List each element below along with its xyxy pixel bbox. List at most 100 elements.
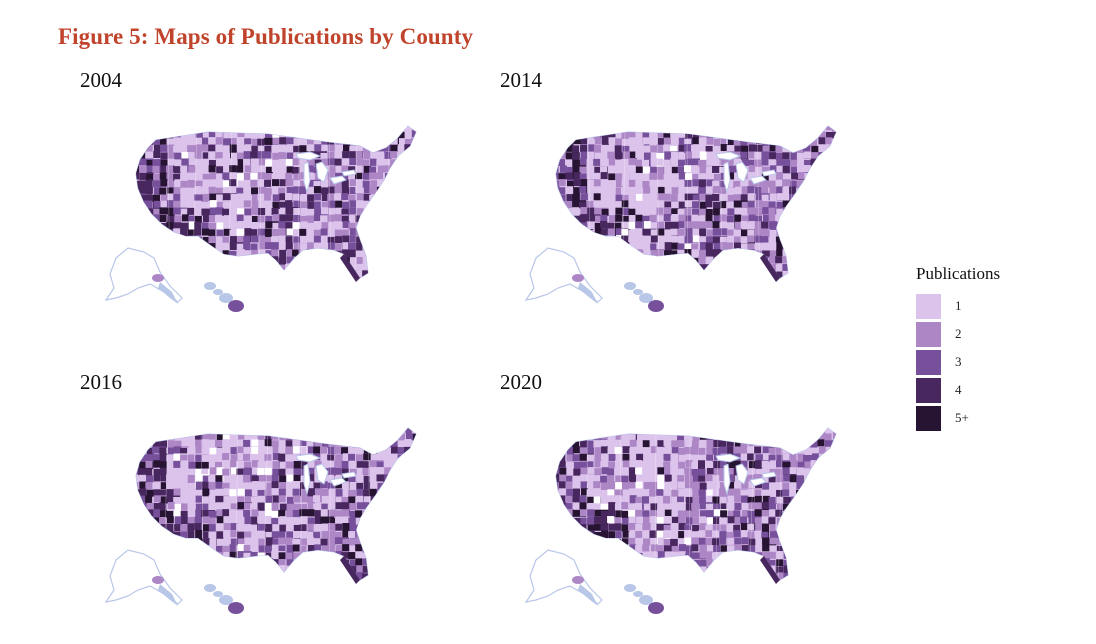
county-cell bbox=[712, 130, 720, 138]
county-cell bbox=[839, 243, 853, 250]
county-cell bbox=[832, 481, 836, 496]
county-cell bbox=[573, 250, 581, 258]
county-cell bbox=[320, 481, 328, 489]
county-cell bbox=[278, 221, 293, 229]
county-cell bbox=[250, 503, 258, 511]
county-cell bbox=[691, 446, 699, 461]
county-cell bbox=[160, 496, 168, 504]
county-cell bbox=[187, 545, 202, 553]
county-cell bbox=[726, 503, 741, 511]
county-cell bbox=[635, 460, 643, 468]
county-cell bbox=[614, 242, 629, 250]
county-cell bbox=[586, 544, 594, 559]
state-border bbox=[778, 429, 783, 580]
county-cell bbox=[607, 495, 615, 503]
county-cell bbox=[412, 263, 416, 271]
county-cell bbox=[188, 552, 196, 567]
county-cell bbox=[136, 502, 146, 517]
county-cell bbox=[202, 126, 210, 132]
county-cell bbox=[579, 453, 594, 461]
county-cell bbox=[558, 509, 566, 517]
county-cell bbox=[202, 186, 210, 194]
county-cell bbox=[216, 158, 224, 166]
county-cell bbox=[363, 207, 378, 215]
county-cell bbox=[377, 131, 385, 139]
map-year-label: 2020 bbox=[500, 370, 542, 394]
county-cell bbox=[271, 488, 279, 496]
county-cell bbox=[663, 235, 671, 243]
county-cell bbox=[195, 503, 203, 511]
county-cell bbox=[556, 523, 560, 531]
county-cell bbox=[586, 461, 594, 469]
county-cell bbox=[251, 428, 266, 433]
county-cell bbox=[320, 236, 328, 244]
county-cell bbox=[629, 144, 637, 159]
county-cell bbox=[243, 524, 251, 532]
county-cell bbox=[734, 130, 742, 138]
county-cell bbox=[174, 264, 189, 272]
county-cell bbox=[747, 207, 762, 215]
county-cell bbox=[136, 145, 139, 160]
county-cell bbox=[166, 428, 174, 433]
county-cell bbox=[153, 235, 161, 243]
county-cell bbox=[810, 249, 825, 257]
county-cell bbox=[300, 516, 315, 524]
county-cell bbox=[747, 496, 755, 504]
county-cell bbox=[342, 221, 350, 229]
county-cell bbox=[664, 257, 679, 265]
county-cell bbox=[824, 474, 832, 482]
county-cell bbox=[376, 249, 391, 257]
county-cell bbox=[572, 509, 587, 517]
county-cell bbox=[783, 551, 791, 559]
county-cell bbox=[741, 531, 749, 539]
county-cell bbox=[783, 538, 791, 546]
county-cell bbox=[328, 242, 336, 257]
county-cell bbox=[601, 530, 609, 545]
county-cell bbox=[621, 439, 629, 447]
county-cell bbox=[754, 460, 762, 475]
county-cell bbox=[601, 257, 609, 265]
county-cell bbox=[166, 173, 174, 181]
county-cell bbox=[556, 509, 560, 524]
county-cell bbox=[335, 454, 350, 462]
alaska-panhandle bbox=[578, 282, 598, 304]
county-cell bbox=[650, 250, 658, 258]
county-cell bbox=[635, 180, 643, 188]
county-cell bbox=[607, 559, 622, 574]
county-cell bbox=[664, 474, 672, 482]
county-cell bbox=[720, 545, 728, 553]
county-cell bbox=[222, 242, 230, 250]
county-cell bbox=[251, 235, 259, 243]
county-cell bbox=[775, 126, 783, 131]
county-cell bbox=[216, 257, 224, 265]
county-cell bbox=[614, 256, 622, 271]
county-cell bbox=[650, 453, 658, 461]
county-cell bbox=[782, 277, 790, 278]
county-cell bbox=[685, 215, 693, 223]
county-cell bbox=[299, 573, 307, 580]
county-cell bbox=[180, 256, 188, 264]
county-cell bbox=[733, 428, 741, 433]
county-cell bbox=[349, 235, 357, 243]
county-cell bbox=[384, 208, 392, 216]
county-cell bbox=[727, 495, 735, 510]
county-cell bbox=[412, 538, 416, 553]
county-cell bbox=[411, 454, 416, 462]
county-cell bbox=[362, 502, 370, 510]
county-cell bbox=[180, 468, 188, 476]
county-cell bbox=[153, 131, 161, 139]
county-cell bbox=[152, 517, 160, 525]
county-cell bbox=[614, 538, 622, 553]
county-cell bbox=[593, 271, 601, 278]
county-cell bbox=[556, 475, 560, 483]
county-cell bbox=[278, 565, 286, 573]
alaska-panhandle bbox=[578, 584, 598, 606]
county-cell bbox=[251, 460, 259, 468]
county-cell bbox=[138, 228, 146, 236]
county-cell bbox=[390, 250, 398, 258]
legend-item: 4 bbox=[916, 376, 1036, 404]
county-cell bbox=[671, 551, 679, 559]
county-cell bbox=[671, 208, 679, 216]
county-cell bbox=[300, 488, 308, 496]
county-cell bbox=[670, 481, 678, 489]
